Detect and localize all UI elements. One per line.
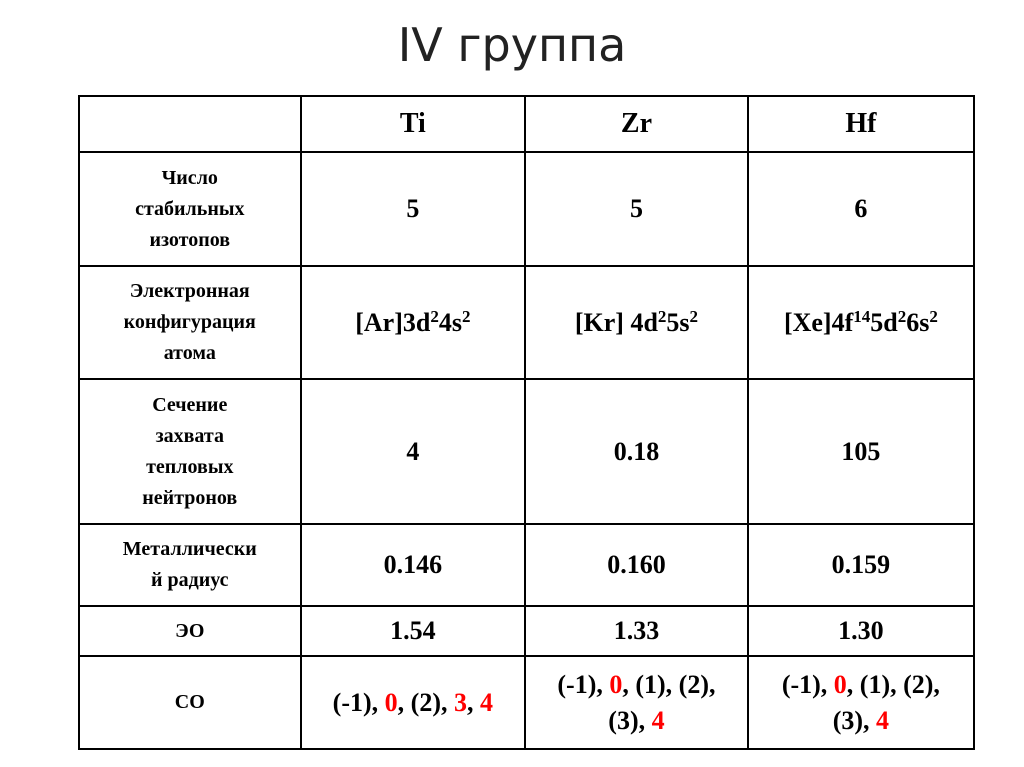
text-part: [Xe]4f [783, 307, 854, 337]
superscript: 2 [430, 306, 439, 326]
text-part: 4 [651, 705, 665, 735]
table-row: Металлически й радиус 0.146 0.160 0.159 [78, 523, 976, 607]
text-part: 3 [453, 687, 467, 717]
slide-title: IV группа [397, 18, 627, 72]
text-part: 4 [876, 705, 890, 735]
value-cell: 6 [746, 151, 976, 267]
label-line: Электронная [129, 280, 250, 302]
text-part: (-1), [332, 687, 385, 717]
text-part: , (1), (2), (3), [832, 669, 940, 735]
table-row: Число стабильных изотопов 5 5 6 [78, 151, 976, 267]
data-table: Ti Zr Hf Число стабильных изотопов 5 5 6 Электро… [78, 95, 976, 750]
label-line: атома [163, 342, 216, 364]
value-cell: 105 [746, 378, 976, 525]
corner-cell [78, 95, 302, 153]
value-cell: (-1), 0, (2), 3, 4 [299, 655, 527, 750]
label-line: ЭО [175, 619, 205, 642]
row-label: СО [78, 655, 302, 750]
text-part: (-1), [781, 669, 834, 699]
label-line: й радиус [150, 569, 229, 591]
column-header: Zr [524, 95, 749, 153]
value-cell: [Kr] 4d25s2 [524, 265, 749, 380]
table-row: ЭО 1.54 1.33 1.30 [78, 605, 976, 657]
value-cell: 1.30 [746, 605, 976, 657]
label-line: Число [161, 166, 218, 189]
text-part: [Kr] 4d [574, 307, 658, 337]
value-cell: 5 [299, 151, 527, 267]
text-part: 6s [906, 307, 930, 337]
row-label: Число стабильных изотопов [78, 151, 302, 267]
label-line: нейтронов [142, 486, 238, 509]
column-header: Hf [746, 95, 976, 153]
value-cell: 0.18 [524, 378, 749, 525]
row-label: Электронная конфигурация атома [78, 265, 302, 380]
value-cell: 1.33 [524, 605, 749, 657]
text-part: , [466, 687, 480, 717]
value-cell: 0.146 [299, 523, 527, 607]
label-line: стабильных [135, 197, 245, 220]
label-line: изотопов [149, 228, 231, 251]
text-part: 5d [870, 307, 898, 337]
text-part: 0 [384, 687, 398, 717]
text-part: , (2), [397, 687, 454, 717]
text-part: 0 [609, 669, 623, 699]
superscript: 2 [689, 306, 699, 326]
label-line: Металлически [122, 538, 257, 560]
superscript: 2 [461, 306, 471, 326]
row-label: Сечение захвата тепловых нейтронов [78, 378, 302, 525]
text-part: (-1), [557, 669, 610, 699]
value-cell: [Ar]3d24s2 [299, 265, 527, 380]
superscript: 14 [853, 306, 871, 326]
table-row: СО (-1), 0, (2), 3, 4 (-1), 0, (1), (2), (… [78, 655, 976, 750]
table-row: Сечение захвата тепловых нейтронов 4 0.18 105 [78, 378, 976, 525]
value-cell: 5 [524, 151, 749, 267]
label-line: тепловых [146, 455, 234, 478]
label-line: конфигурация [123, 311, 256, 333]
text-part: 4s [438, 307, 462, 337]
text-part: 0 [833, 669, 847, 699]
row-label: Металлически й радиус [78, 523, 302, 607]
table-body: Число стабильных изотопов 5 5 6 Электронная кон… [78, 151, 976, 750]
table-row: Электронная конфигурация атома [Ar]3d24s2 [K… [78, 265, 976, 380]
text-part: , (1), (2), (3), [608, 669, 716, 735]
row-label: ЭО [78, 605, 302, 657]
header-row: Ti Zr Hf [78, 95, 976, 153]
text-part: 5s [666, 307, 690, 337]
label-line: захвата [155, 424, 224, 447]
value-cell: (-1), 0, (1), (2), (3), 4 [524, 655, 749, 750]
value-cell: 4 [299, 378, 527, 525]
value-cell: 1.54 [299, 605, 527, 657]
label-line: Сечение [152, 393, 228, 416]
superscript: 2 [897, 306, 907, 326]
label-line: СО [174, 691, 205, 713]
text-part: 4 [479, 687, 493, 717]
value-cell: 0.160 [524, 523, 749, 607]
text-part: [Ar]3d [355, 307, 431, 337]
superscript: 2 [657, 306, 667, 326]
value-cell: 0.159 [746, 523, 976, 607]
superscript: 2 [929, 306, 938, 326]
value-cell: (-1), 0, (1), (2), (3), 4 [746, 655, 976, 750]
value-cell: [Xe]4f145d26s2 [746, 265, 976, 380]
column-header: Ti [299, 95, 527, 153]
